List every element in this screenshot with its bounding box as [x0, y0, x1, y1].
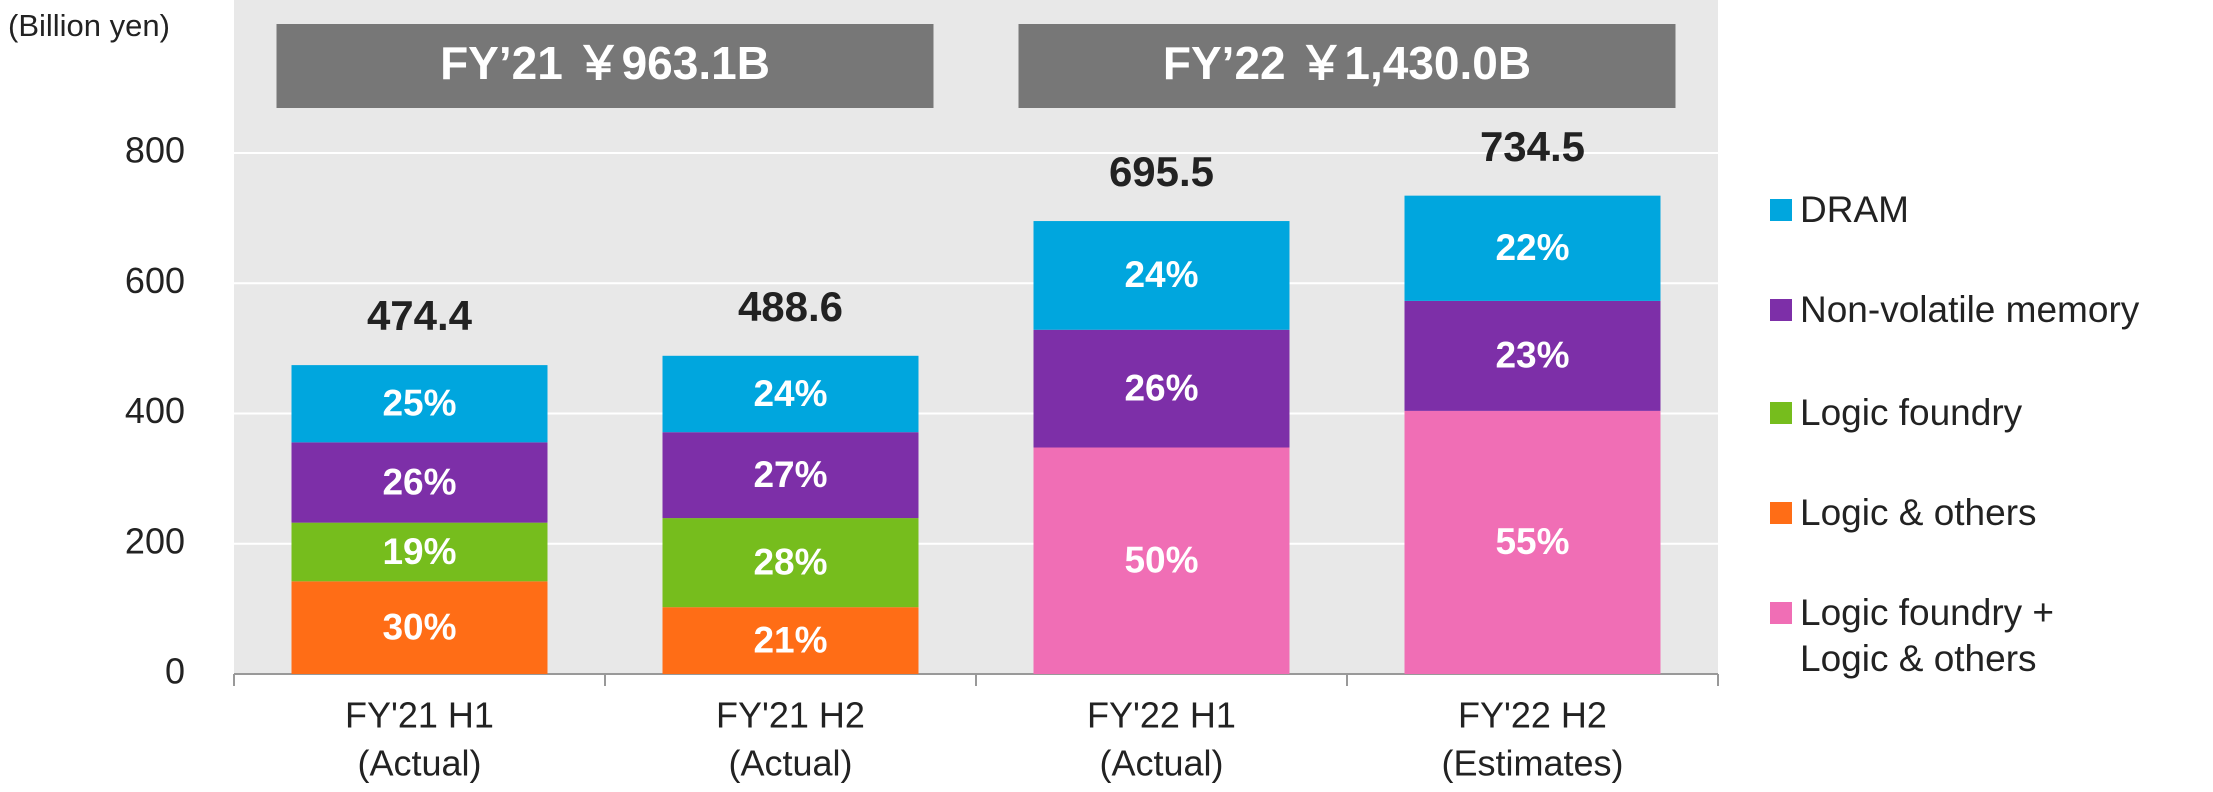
- header-box: [1018, 24, 1676, 108]
- header-text: FY’21 ￥963.1B: [440, 37, 770, 89]
- header-box: [276, 24, 934, 108]
- total-label: 734.5: [1480, 123, 1585, 170]
- share-label: 50%: [1124, 540, 1198, 581]
- share-label: 26%: [382, 461, 456, 502]
- share-label: 24%: [753, 373, 827, 414]
- share-label: 19%: [382, 531, 456, 572]
- x-tick-label: FY'21 H1: [345, 695, 494, 736]
- total-label: 488.6: [738, 283, 843, 330]
- bar-segment: [662, 355, 919, 433]
- bar-segment: [662, 432, 919, 519]
- legend-label: Logic foundry: [1800, 392, 2023, 433]
- unit-label: (Billion yen): [8, 8, 170, 43]
- legend-label: DRAM: [1800, 189, 1909, 230]
- y-tick-label: 400: [125, 390, 185, 431]
- legend-label: Logic & others: [1800, 492, 2037, 533]
- bar-segment: [1033, 447, 1290, 674]
- x-tick-label: FY'22 H1: [1087, 695, 1236, 736]
- bar-segment: [662, 607, 919, 674]
- share-label: 30%: [382, 606, 456, 647]
- share-label: 21%: [753, 619, 827, 660]
- bar-segment: [1404, 300, 1661, 411]
- x-tick-label: (Estimates): [1441, 743, 1623, 784]
- legend-label: Non-volatile memory: [1800, 289, 2140, 330]
- legend-item: DRAM: [1770, 187, 1909, 233]
- share-label: 24%: [1124, 254, 1198, 295]
- legend-swatch: [1770, 299, 1792, 321]
- y-tick-label: 0: [165, 651, 185, 692]
- bar-segment: [291, 365, 548, 443]
- bar-segment: [291, 442, 548, 523]
- share-label: 22%: [1495, 227, 1569, 268]
- bar-segment: [1033, 329, 1290, 448]
- legend-item: Non-volatile memory: [1770, 287, 2139, 333]
- bar-segment: [291, 522, 548, 582]
- share-label: 26%: [1124, 367, 1198, 408]
- x-tick-label: FY'21 H2: [716, 695, 865, 736]
- y-tick-label: 600: [125, 260, 185, 301]
- share-label: 28%: [753, 541, 827, 582]
- legend-item: Logic & others: [1770, 490, 2037, 536]
- header-text: FY’22 ￥1,430.0B: [1163, 37, 1531, 89]
- legend-swatch: [1770, 402, 1792, 424]
- legend-item: Logic foundry: [1770, 390, 2022, 436]
- legend-swatch: [1770, 502, 1792, 524]
- bar-segment: [1404, 410, 1661, 674]
- x-tick-label: (Actual): [728, 743, 852, 784]
- total-label: 695.5: [1109, 148, 1214, 195]
- x-tick-label: (Actual): [357, 743, 481, 784]
- share-label: 27%: [753, 454, 827, 495]
- legend-swatch: [1770, 602, 1792, 624]
- legend-swatch: [1770, 199, 1792, 221]
- x-tick-label: (Actual): [1099, 743, 1223, 784]
- share-label: 55%: [1495, 521, 1569, 562]
- bar-segment: [662, 518, 919, 608]
- legend-label: Logic foundry + Logic & others: [1800, 592, 2055, 679]
- y-tick-label: 800: [125, 130, 185, 171]
- share-label: 23%: [1495, 335, 1569, 376]
- bar-segment: [1033, 221, 1290, 330]
- total-label: 474.4: [367, 292, 473, 339]
- bar-segment: [291, 581, 548, 674]
- bar-segment: [1404, 195, 1661, 301]
- legend-item: Logic foundry + Logic & others: [1770, 590, 2090, 682]
- share-label: 25%: [382, 383, 456, 424]
- x-tick-label: FY'22 H2: [1458, 695, 1607, 736]
- y-tick-label: 200: [125, 520, 185, 561]
